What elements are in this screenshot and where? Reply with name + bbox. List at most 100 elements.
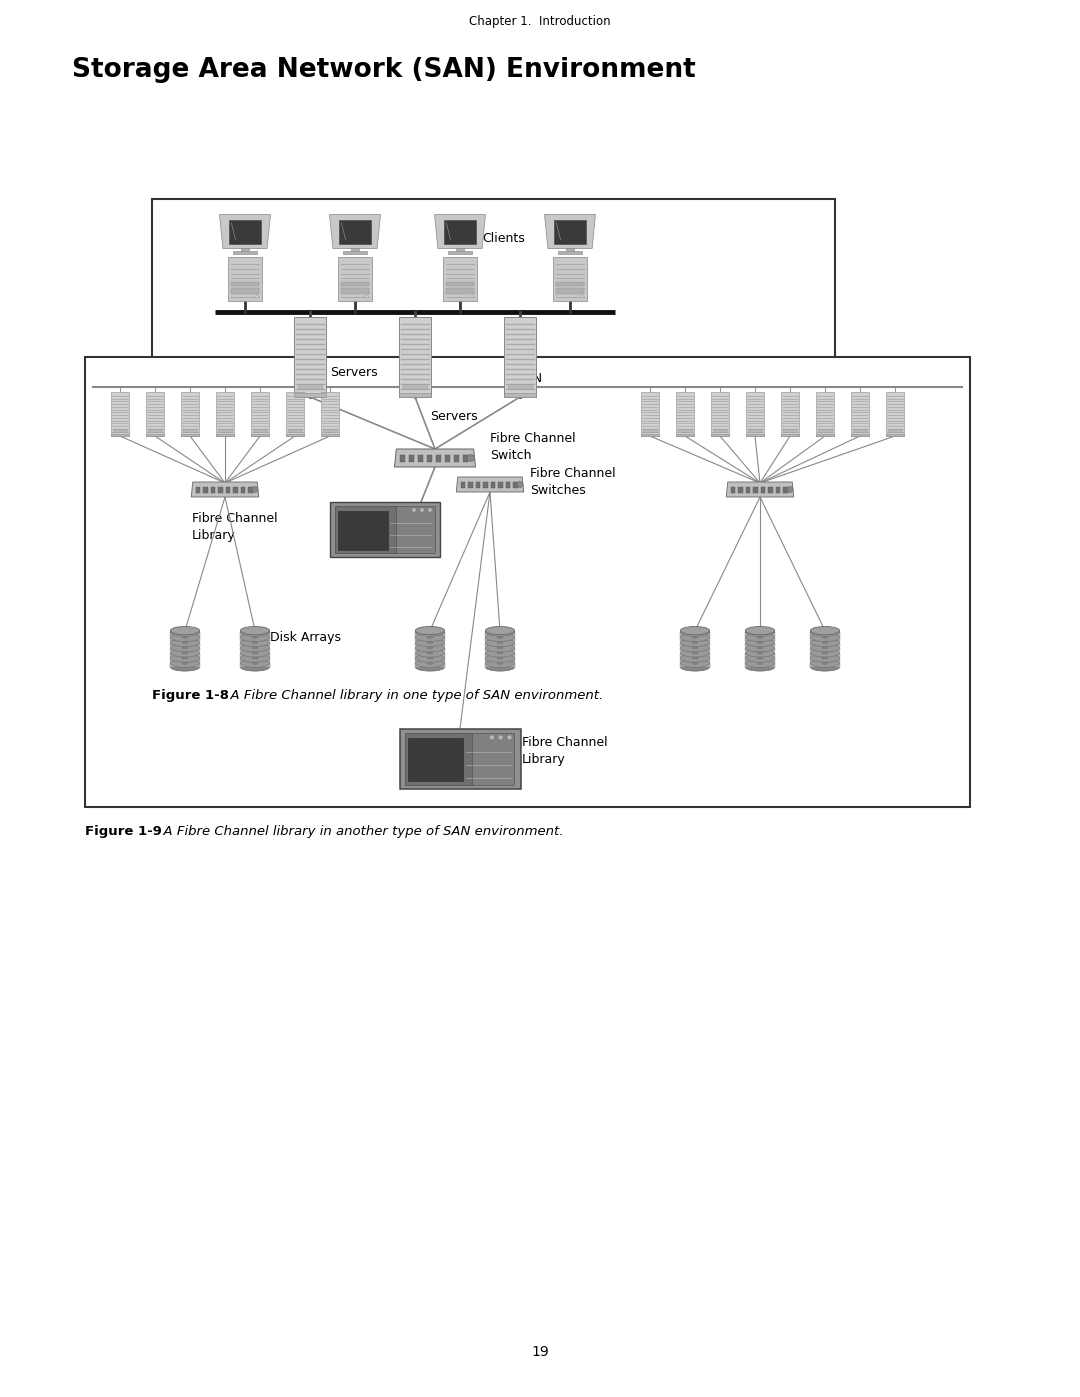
Bar: [644, 429, 657, 432]
Ellipse shape: [416, 626, 445, 634]
Text: Disk Arrays: Disk Arrays: [270, 630, 341, 644]
Bar: [286, 434, 303, 436]
Ellipse shape: [692, 641, 698, 644]
Bar: [498, 482, 503, 488]
Ellipse shape: [745, 644, 774, 652]
Ellipse shape: [745, 659, 774, 668]
Ellipse shape: [183, 641, 188, 644]
Text: Servers: Servers: [430, 411, 477, 423]
Bar: [252, 393, 269, 436]
Ellipse shape: [810, 664, 839, 671]
Ellipse shape: [745, 638, 774, 647]
Ellipse shape: [485, 638, 515, 647]
Ellipse shape: [822, 647, 828, 648]
Bar: [731, 488, 735, 493]
Bar: [335, 506, 395, 553]
Ellipse shape: [822, 641, 828, 644]
Bar: [338, 511, 388, 550]
Bar: [745, 658, 774, 662]
Bar: [476, 482, 481, 488]
Bar: [508, 384, 532, 388]
Ellipse shape: [497, 641, 503, 644]
Bar: [680, 658, 710, 662]
Bar: [338, 257, 372, 302]
Bar: [483, 482, 488, 488]
Ellipse shape: [692, 657, 698, 659]
Ellipse shape: [497, 652, 503, 654]
Ellipse shape: [427, 637, 433, 638]
Ellipse shape: [252, 652, 258, 654]
Bar: [241, 658, 270, 662]
Circle shape: [252, 486, 258, 493]
Ellipse shape: [745, 629, 774, 636]
Bar: [781, 393, 799, 436]
Bar: [810, 664, 839, 666]
Text: LAN: LAN: [517, 372, 542, 386]
Bar: [241, 643, 270, 647]
Ellipse shape: [416, 648, 445, 657]
Ellipse shape: [692, 647, 698, 648]
Ellipse shape: [680, 648, 710, 657]
Bar: [810, 652, 839, 657]
Ellipse shape: [171, 633, 200, 641]
Bar: [680, 633, 710, 636]
Bar: [712, 434, 729, 436]
Bar: [321, 434, 339, 436]
Ellipse shape: [416, 664, 445, 671]
Bar: [416, 633, 445, 636]
Bar: [171, 658, 200, 662]
Ellipse shape: [241, 648, 270, 657]
Ellipse shape: [810, 633, 839, 641]
Bar: [746, 488, 751, 493]
Bar: [286, 393, 303, 436]
Text: 19: 19: [531, 1345, 549, 1359]
Bar: [469, 482, 473, 488]
Ellipse shape: [822, 662, 828, 664]
Bar: [288, 429, 301, 432]
Bar: [216, 393, 233, 436]
Ellipse shape: [427, 662, 433, 664]
Bar: [171, 633, 200, 636]
Ellipse shape: [241, 633, 270, 641]
Ellipse shape: [680, 659, 710, 668]
Bar: [680, 652, 710, 657]
Bar: [566, 247, 575, 251]
Bar: [341, 288, 368, 295]
Circle shape: [471, 296, 473, 298]
Bar: [461, 482, 465, 488]
Bar: [171, 648, 200, 651]
Bar: [485, 648, 515, 651]
Bar: [816, 393, 834, 436]
Bar: [485, 643, 515, 647]
Bar: [485, 658, 515, 662]
Bar: [399, 317, 431, 397]
Ellipse shape: [822, 657, 828, 659]
Circle shape: [787, 486, 793, 493]
Bar: [676, 393, 693, 436]
Bar: [746, 434, 764, 436]
Bar: [448, 251, 472, 254]
Circle shape: [468, 454, 474, 461]
Bar: [810, 658, 839, 662]
Bar: [739, 488, 743, 493]
Bar: [323, 429, 337, 432]
Bar: [330, 502, 440, 557]
Bar: [416, 658, 445, 662]
Ellipse shape: [416, 659, 445, 668]
Ellipse shape: [183, 657, 188, 659]
Ellipse shape: [692, 631, 698, 633]
Circle shape: [499, 735, 503, 739]
Bar: [226, 488, 230, 493]
Bar: [810, 633, 839, 636]
Ellipse shape: [241, 644, 270, 652]
Bar: [252, 434, 269, 436]
Bar: [351, 247, 360, 251]
Ellipse shape: [757, 652, 762, 654]
Bar: [746, 393, 764, 436]
Bar: [456, 247, 464, 251]
Bar: [400, 455, 405, 461]
Circle shape: [508, 735, 512, 739]
Bar: [416, 648, 445, 651]
Ellipse shape: [183, 652, 188, 654]
Bar: [408, 739, 462, 781]
